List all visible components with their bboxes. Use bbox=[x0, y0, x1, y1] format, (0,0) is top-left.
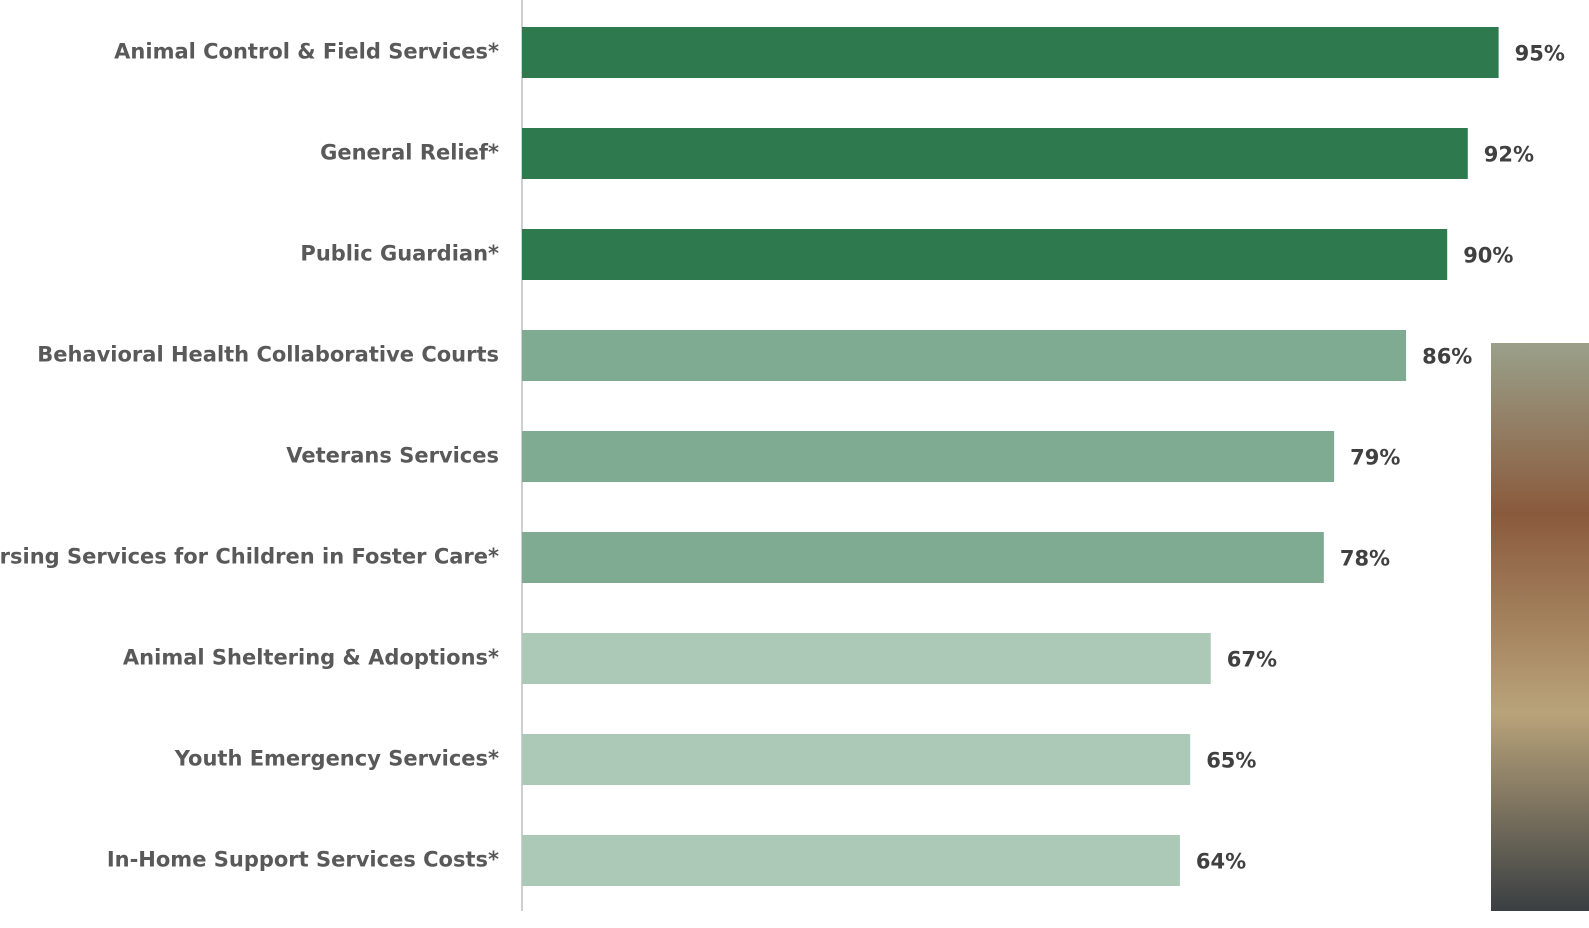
value-label: 92% bbox=[1484, 143, 1534, 167]
bar bbox=[522, 431, 1334, 482]
category-label: Animal Control & Field Services* bbox=[114, 40, 499, 64]
bar bbox=[522, 734, 1190, 785]
category-label: Veterans Services bbox=[286, 444, 499, 468]
value-label: 64% bbox=[1196, 850, 1246, 874]
value-label: 67% bbox=[1227, 648, 1277, 672]
category-label: Youth Emergency Services* bbox=[174, 747, 499, 771]
value-label: 65% bbox=[1206, 749, 1256, 773]
category-label: In-Home Support Services Costs* bbox=[107, 848, 499, 872]
category-label: Nursing Services for Children in Foster … bbox=[0, 545, 499, 569]
value-label: 86% bbox=[1422, 345, 1472, 369]
category-label: Behavioral Health Collaborative Courts bbox=[37, 343, 499, 367]
value-label: 79% bbox=[1350, 446, 1400, 470]
bar bbox=[522, 633, 1211, 684]
category-label: General Relief* bbox=[320, 141, 499, 165]
bar bbox=[522, 330, 1406, 381]
value-label: 90% bbox=[1463, 244, 1513, 268]
bar bbox=[522, 27, 1499, 78]
bar bbox=[522, 229, 1447, 280]
photo bbox=[1491, 343, 1589, 911]
bar bbox=[522, 128, 1468, 179]
category-label: Public Guardian* bbox=[300, 242, 499, 266]
value-label: 95% bbox=[1515, 42, 1565, 66]
category-label: Animal Sheltering & Adoptions* bbox=[123, 646, 499, 670]
bar bbox=[522, 835, 1180, 886]
bar bbox=[522, 532, 1324, 583]
value-label: 78% bbox=[1340, 547, 1390, 571]
chart: Animal Control & Field Services* 95% Gener… bbox=[0, 0, 1589, 924]
page: {"chart_data": {"type": "bar", "orientat… bbox=[0, 0, 1589, 924]
